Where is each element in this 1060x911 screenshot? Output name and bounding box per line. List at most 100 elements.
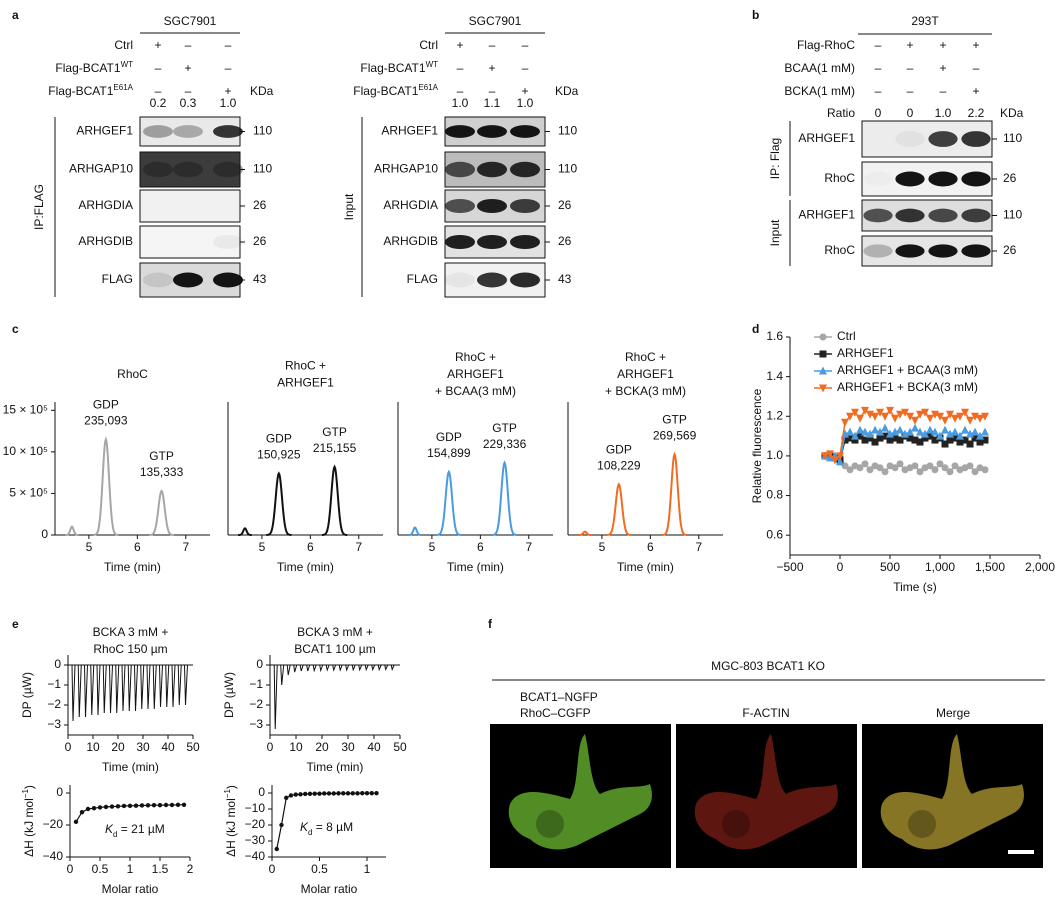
protein-label: ARHGEF1 — [798, 131, 855, 145]
nucleus — [908, 810, 936, 838]
data-point — [157, 802, 163, 808]
condition-sign: + — [456, 38, 463, 52]
ratio-value: 1.0 — [452, 96, 469, 110]
data-point — [298, 792, 303, 797]
text-part: Flag-BCAT1 — [353, 84, 418, 98]
data-point — [916, 427, 924, 436]
condition-label: Flag-RhoC — [797, 38, 855, 52]
protein-label: ARHGEF1 — [76, 124, 133, 138]
condition-label: BCAA(1 mM) — [784, 61, 855, 75]
x-tick-label: 1,500 — [975, 560, 1005, 574]
y-tick-label: −40 — [43, 849, 64, 863]
y-tick-label: 10 × 10⁵ — [3, 444, 48, 458]
nucleus — [536, 810, 564, 838]
condition-sign: + — [939, 61, 946, 75]
data-point — [941, 416, 949, 425]
x-tick-label: −500 — [776, 560, 803, 574]
mw-label: 110 — [253, 124, 272, 138]
blot-band — [445, 198, 475, 214]
kd-annotation: Kd = 8 µM — [300, 820, 353, 836]
data-point — [109, 804, 115, 809]
data-point — [175, 802, 181, 808]
condition-sign: + — [972, 38, 979, 52]
blot-band — [510, 161, 540, 178]
data-point — [288, 793, 294, 798]
x-tick-label: 30 — [136, 740, 150, 754]
condition-sign: – — [489, 84, 496, 98]
injection-peak — [319, 664, 324, 673]
blot-band — [928, 131, 958, 147]
text-part: Flag-BCAT1 — [360, 61, 425, 75]
data-point — [861, 460, 869, 468]
x-tick-label: 2,000 — [1025, 560, 1055, 574]
y-tick-label: −2 — [47, 697, 61, 711]
ratio-value: 0 — [875, 106, 882, 120]
injection-peak — [332, 664, 337, 672]
blot-band — [477, 125, 507, 138]
data-point — [981, 412, 989, 421]
x-tick-label: 0 — [65, 740, 72, 754]
condition-sign: – — [973, 61, 980, 75]
blot-strip — [139, 151, 241, 188]
data-point — [127, 803, 133, 808]
protein-label: ARHGAP10 — [374, 162, 438, 176]
condition-sign: – — [907, 61, 914, 75]
nucleus — [722, 810, 750, 838]
blot-band — [961, 171, 991, 187]
data-point — [886, 406, 894, 415]
panel-label: a — [12, 8, 19, 22]
chart-title: ARHGEF1 — [447, 367, 504, 381]
injection-peak — [159, 664, 163, 708]
x-tick-label: 40 — [367, 740, 381, 754]
data-point — [951, 414, 959, 423]
injection-peak — [121, 664, 126, 712]
chart-title: RhoC 150 µm — [93, 642, 167, 656]
injection-peak — [146, 664, 151, 710]
peak-area: 150,925 — [257, 448, 301, 462]
data-point — [946, 410, 954, 419]
blot-band — [510, 272, 540, 288]
fit-line — [276, 792, 377, 850]
x-axis-label: Time (min) — [307, 760, 364, 774]
text-part: ΔH (kJ mol — [22, 798, 36, 857]
data-point — [951, 427, 959, 436]
data-point — [345, 791, 351, 796]
peak-label: GDP — [606, 442, 632, 456]
data-point — [374, 790, 379, 796]
ratio-value: 1.0 — [220, 96, 237, 110]
data-point — [941, 440, 949, 448]
data-point — [921, 434, 929, 442]
injection-peak — [351, 664, 356, 672]
condition-label: Flag-BCAT1WT — [360, 60, 438, 76]
legend-marker — [819, 384, 827, 393]
data-point — [312, 791, 317, 796]
blot-band — [928, 171, 958, 187]
injection-peak — [109, 664, 113, 714]
x-axis-label: Time (min) — [447, 560, 504, 574]
data-point — [826, 450, 834, 459]
peak-label: GTP — [492, 421, 517, 435]
data-point — [871, 438, 879, 446]
condition-sign: + — [521, 84, 528, 98]
group-label: Input — [342, 193, 356, 220]
x-tick-label: 500 — [880, 560, 900, 574]
chromatogram-peak — [321, 464, 348, 536]
data-point — [85, 806, 91, 812]
x-tick-label: 1 — [364, 862, 371, 876]
column-label: F-ACTIN — [742, 706, 789, 720]
data-point — [881, 412, 889, 421]
blot-header: 293T — [911, 14, 939, 28]
x-tick-label: 7 — [525, 540, 532, 554]
data-point — [966, 416, 974, 425]
data-point — [861, 436, 869, 444]
blot-band — [510, 234, 540, 250]
group-label: Input — [768, 219, 782, 246]
blot-band — [895, 171, 925, 187]
y-tick-label: −1 — [249, 677, 263, 691]
condition-sign: – — [940, 84, 947, 98]
data-point — [274, 846, 279, 852]
legend-marker — [819, 333, 827, 341]
data-point — [891, 434, 899, 442]
data-point — [866, 466, 874, 474]
text-part: BCAA(1 mM) — [784, 61, 855, 75]
